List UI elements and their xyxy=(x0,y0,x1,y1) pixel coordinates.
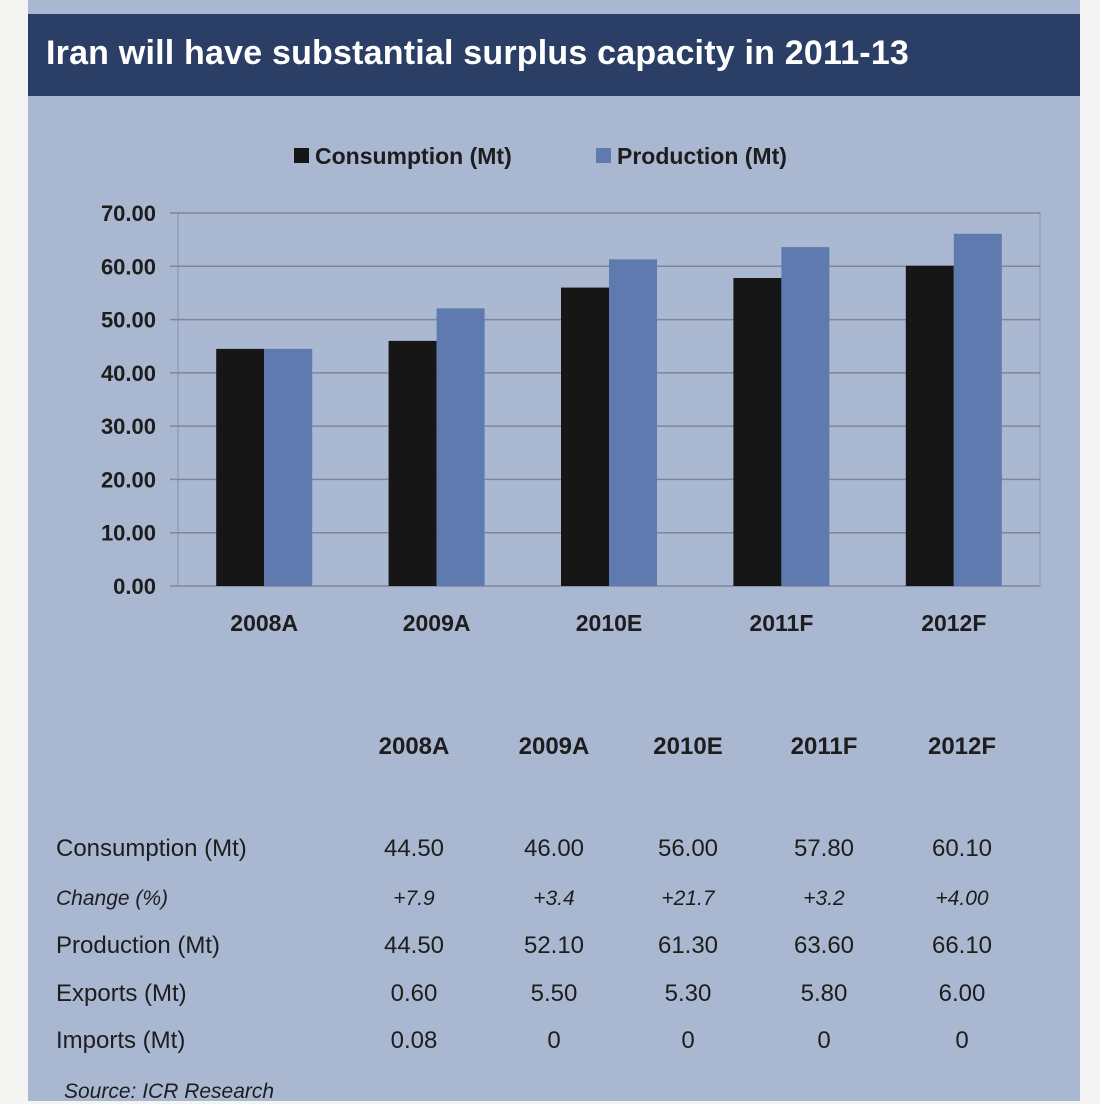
table-row-label: Exports (Mt) xyxy=(56,980,187,1007)
y-tick-label: 70.00 xyxy=(101,201,156,226)
bar-consumption-2010e xyxy=(561,287,609,586)
table-row-label: Imports (Mt) xyxy=(56,1027,186,1054)
x-tick-label: 2010E xyxy=(576,610,643,636)
bar-consumption-2011f xyxy=(733,278,782,586)
table-cell: 44.50 xyxy=(383,835,445,862)
table-column-header: 2008A xyxy=(378,733,450,760)
legend-item-consumption: Consumption (Mt) xyxy=(294,143,512,170)
table-cell: 56.00 xyxy=(657,835,719,862)
y-tick-label: 50.00 xyxy=(101,308,156,333)
x-tick-label: 2009A xyxy=(403,610,471,636)
legend-swatch-consumption xyxy=(294,148,309,164)
table-column-header: 2011F xyxy=(790,733,858,760)
chart-title: Iran will have substantial surplus capac… xyxy=(46,34,910,72)
table-cell: +7.9 xyxy=(393,887,435,910)
table-cell: 46.00 xyxy=(523,835,585,862)
bar-consumption-2012f xyxy=(905,265,954,586)
table-row-label: Consumption (Mt) xyxy=(56,835,247,862)
bar-chart: 70.00 60.00 50.00 40.00 30.00 20.00 10.00 0.00 2… xyxy=(101,201,1041,636)
table-cell: 44.50 xyxy=(383,932,445,959)
chart-panel: Iran will have substantial surplus capac… xyxy=(28,0,1080,1103)
y-tick-label: 10.00 xyxy=(101,521,156,546)
data-table: 2008A 2009A 2010E 2011F 2012F Consumption (Mt… xyxy=(28,0,1080,1101)
table-cell: +21.7 xyxy=(661,887,715,910)
legend-label-consumption: Consumption (Mt) xyxy=(315,143,512,169)
table-cell: 52.10 xyxy=(523,932,585,959)
table-row-label: Change (%) xyxy=(56,887,169,910)
table-cell: 5.50 xyxy=(530,980,578,1007)
table-column-header: 2009A xyxy=(518,733,590,760)
table-column-header: 2010E xyxy=(653,733,723,760)
table-cell: 0.60 xyxy=(390,980,438,1007)
bar-production-2011f xyxy=(781,247,830,587)
table-cell: 0 xyxy=(681,1027,695,1054)
title-bar: Iran will have substantial surplus capac… xyxy=(28,14,1080,96)
y-tick-label: 60.00 xyxy=(101,254,156,279)
table-cell: 63.60 xyxy=(793,932,855,959)
table-column-header: 2012F xyxy=(927,733,997,760)
table-cell: +3.2 xyxy=(803,887,845,910)
table-cell: 6.00 xyxy=(938,980,986,1007)
table-cell: 61.30 xyxy=(657,932,719,959)
table-cell: 0.08 xyxy=(390,1027,438,1054)
x-tick-label: 2011F xyxy=(749,610,813,636)
bar-consumption-2009a xyxy=(388,340,437,586)
source-note: Source: ICR Research xyxy=(64,1080,275,1103)
y-tick-label: 0.00 xyxy=(113,574,156,599)
table-cell: +3.4 xyxy=(533,887,575,910)
legend-item-production: Production (Mt) xyxy=(596,143,787,170)
table-cell: 5.30 xyxy=(664,980,712,1007)
bar-production-2008a xyxy=(264,348,313,586)
legend-swatch-production xyxy=(596,148,611,164)
legend-label-production: Production (Mt) xyxy=(617,143,787,169)
bar-consumption-2008a xyxy=(216,348,265,586)
table-cell: 60.10 xyxy=(931,835,993,862)
table-cell: +4.00 xyxy=(935,887,989,910)
table-cell: 0 xyxy=(955,1027,969,1054)
y-tick-label: 30.00 xyxy=(101,414,156,439)
table-row-label: Production (Mt) xyxy=(56,932,221,959)
table-cell: 57.80 xyxy=(793,835,855,862)
table-cell: 0 xyxy=(547,1027,561,1054)
bar-production-2012f xyxy=(953,233,1002,586)
bar-production-2009a xyxy=(436,308,485,586)
table-cell: 5.80 xyxy=(800,980,848,1007)
table-cell: 66.10 xyxy=(931,932,993,959)
y-tick-label: 40.00 xyxy=(101,361,156,386)
x-tick-label: 2012F xyxy=(921,610,986,636)
table-cell: 0 xyxy=(817,1027,831,1054)
x-tick-label: 2008A xyxy=(230,610,298,636)
y-tick-label: 20.00 xyxy=(101,467,156,492)
bar-production-2010e xyxy=(609,259,657,586)
